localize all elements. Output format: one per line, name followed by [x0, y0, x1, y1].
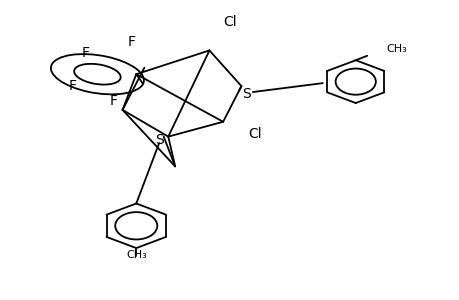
Text: CH₃: CH₃	[386, 44, 406, 54]
Text: F: F	[109, 94, 117, 108]
Text: S: S	[154, 133, 163, 147]
Text: Cl: Cl	[223, 15, 236, 29]
Text: S: S	[241, 86, 250, 100]
Text: Cl: Cl	[248, 127, 261, 141]
Text: F: F	[128, 34, 135, 49]
Text: F: F	[82, 46, 90, 60]
Text: F: F	[68, 79, 76, 93]
Text: CH₃: CH₃	[126, 250, 146, 260]
